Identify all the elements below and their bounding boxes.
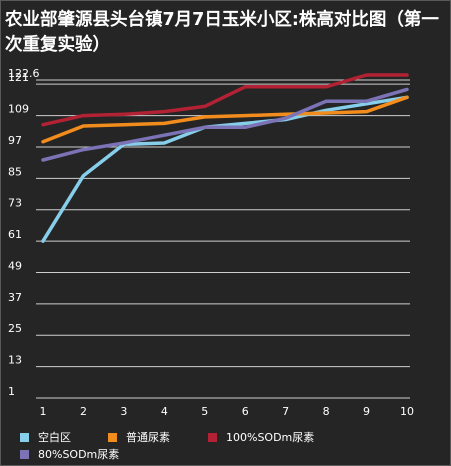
y-tick-label-0: 122.6	[8, 67, 40, 80]
legend-swatch-regular-urea	[108, 432, 117, 442]
x-tick-label-7: 7	[282, 405, 289, 418]
x-tick-label-5: 5	[201, 405, 208, 418]
legend-swatch-blank	[20, 432, 29, 442]
legend-item-regular-urea: 普通尿素	[108, 430, 170, 444]
y-tick-label-9: 25	[8, 322, 22, 335]
chart-title: 农业部肇源县头台镇7月7日玉米小区:株高对比图（第一次重复实验）	[5, 10, 439, 55]
x-tick-label-8: 8	[323, 405, 330, 418]
x-axis-ticks: 1 2 3 4 5 6 7 8 9 10	[40, 405, 415, 418]
x-tick-label-2: 2	[80, 405, 87, 418]
y-tick-label-2: 109	[8, 103, 29, 116]
y-tick-label-4: 85	[8, 165, 22, 178]
series-line-2	[41, 73, 409, 127]
y-tick-label-3: 97	[8, 134, 22, 147]
x-tick-label-3: 3	[120, 405, 127, 418]
y-tick-label-8: 37	[8, 291, 22, 304]
series-line-0	[41, 95, 409, 243]
y-tick-label-10: 13	[8, 354, 22, 367]
legend-item-80-sodm-urea: 80%SODm尿素	[20, 447, 119, 461]
y-tick-label-5: 73	[8, 197, 22, 210]
legend-label-regular-urea: 普通尿素	[126, 431, 170, 444]
x-tick-label-9: 9	[363, 405, 370, 418]
legend-label-blank: 空白区	[38, 431, 71, 444]
legend-swatch-100-sodm-urea	[208, 432, 217, 442]
x-tick-label-6: 6	[242, 405, 249, 418]
x-tick-label-1: 1	[40, 405, 47, 418]
legend-label-100-sodm-urea: 100%SODm尿素	[226, 431, 315, 444]
legend-swatch-80-sodm-urea	[20, 449, 29, 459]
x-tick-label-4: 4	[161, 405, 168, 418]
x-tick-label-10: 10	[400, 405, 414, 418]
legend-item-blank: 空白区	[20, 430, 71, 444]
legend-label-80-sodm-urea: 80%SODm尿素	[38, 448, 120, 461]
series-line-1	[41, 95, 409, 144]
y-tick-label-7: 49	[8, 259, 22, 272]
y-tick-label-11: 1	[8, 385, 15, 398]
y-tick-label-1: 121	[8, 71, 29, 84]
legend-item-100-sodm-urea: 100%SODm尿素	[208, 430, 314, 444]
series-lines	[41, 73, 409, 243]
series-line-3	[41, 87, 409, 162]
y-tick-label-6: 61	[8, 228, 22, 241]
